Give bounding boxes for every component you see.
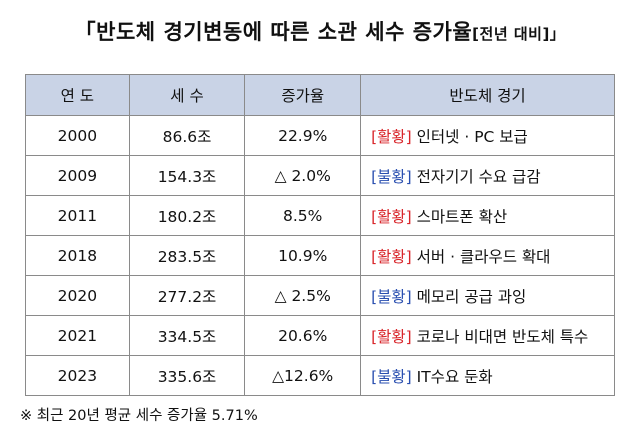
cycle-cell: [활황] 인터넷 · PC 보급 (360, 115, 615, 156)
table-header-row: 연 도 세 수 증가율 반도체 경기 (25, 74, 615, 116)
rate-cell: △ 2.5% (244, 275, 362, 316)
cycle-cell: [불황] 메모리 공급 과잉 (360, 275, 615, 316)
rate-cell: 22.9% (244, 115, 362, 156)
status-badge: [불황] (371, 367, 412, 386)
table-row: 2023 335.6조 △12.6% [불황] IT수요 둔화 (25, 355, 615, 396)
status-badge: [활황] (371, 327, 412, 346)
status-badge: [불황] (371, 287, 412, 306)
title-suffix: [전년 대비]」 (472, 25, 566, 43)
cycle-description: 스마트폰 확산 (416, 207, 508, 226)
cycle-cell: [활황] 코로나 비대면 반도체 특수 (360, 315, 615, 356)
rate-cell: 10.9% (244, 235, 362, 276)
status-badge: [불황] (371, 167, 412, 186)
cycle-cell: [활황] 서버 · 클라우드 확대 (360, 235, 615, 276)
revenue-cell: 283.5조 (128, 235, 246, 276)
year-cell: 2023 (25, 355, 130, 396)
rate-cell: △ 2.0% (244, 155, 362, 196)
revenue-cell: 154.3조 (128, 155, 246, 196)
table-row: 2020 277.2조 △ 2.5% [불황] 메모리 공급 과잉 (25, 275, 615, 316)
cycle-description: 전자기기 수요 급감 (416, 167, 541, 186)
status-badge: [활황] (371, 207, 412, 226)
revenue-cell: 277.2조 (128, 275, 246, 316)
header-rate: 증가율 (244, 74, 362, 116)
year-cell: 2020 (25, 275, 130, 316)
title-main: 「반도체 경기변동에 따른 소관 세수 증가율 (74, 20, 473, 44)
year-cell: 2011 (25, 195, 130, 236)
cycle-cell: [불황] 전자기기 수요 급감 (360, 155, 615, 196)
cycle-description: 서버 · 클라우드 확대 (416, 247, 551, 266)
status-badge: [활황] (371, 127, 412, 146)
cycle-description: 코로나 비대면 반도체 특수 (416, 327, 589, 346)
table-row: 2021 334.5조 20.6% [활황] 코로나 비대면 반도체 특수 (25, 315, 615, 356)
revenue-cell: 334.5조 (128, 315, 246, 356)
rate-cell: 20.6% (244, 315, 362, 356)
cycle-description: 메모리 공급 과잉 (416, 287, 527, 306)
revenue-cell: 86.6조 (128, 115, 246, 156)
table-row: 2011 180.2조 8.5% [활황] 스마트폰 확산 (25, 195, 615, 236)
year-cell: 2000 (25, 115, 130, 156)
header-year: 연 도 (25, 74, 130, 116)
rate-cell: △12.6% (244, 355, 362, 396)
year-cell: 2021 (25, 315, 130, 356)
header-revenue: 세 수 (128, 74, 246, 116)
rate-cell: 8.5% (244, 195, 362, 236)
cycle-description: 인터넷 · PC 보급 (416, 127, 528, 146)
header-cycle: 반도체 경기 (360, 74, 615, 116)
year-cell: 2009 (25, 155, 130, 196)
cycle-cell: [활황] 스마트폰 확산 (360, 195, 615, 236)
revenue-cell: 180.2조 (128, 195, 246, 236)
year-cell: 2018 (25, 235, 130, 276)
table-row: 2009 154.3조 △ 2.0% [불황] 전자기기 수요 급감 (25, 155, 615, 196)
cycle-cell: [불황] IT수요 둔화 (360, 355, 615, 396)
footnote: ※ 최근 20년 평균 세수 증가율 5.71% (20, 408, 258, 424)
table-row: 2018 283.5조 10.9% [활황] 서버 · 클라우드 확대 (25, 235, 615, 276)
table-row: 2000 86.6조 22.9% [활황] 인터넷 · PC 보급 (25, 115, 615, 156)
page-title: 「반도체 경기변동에 따른 소관 세수 증가율[전년 대비]」 (0, 16, 640, 46)
cycle-description: IT수요 둔화 (416, 367, 493, 386)
status-badge: [활황] (371, 247, 412, 266)
revenue-cell: 335.6조 (128, 355, 246, 396)
semiconductor-tax-table: 연 도 세 수 증가율 반도체 경기 2000 86.6조 22.9% [활황] 인터… (25, 74, 615, 396)
